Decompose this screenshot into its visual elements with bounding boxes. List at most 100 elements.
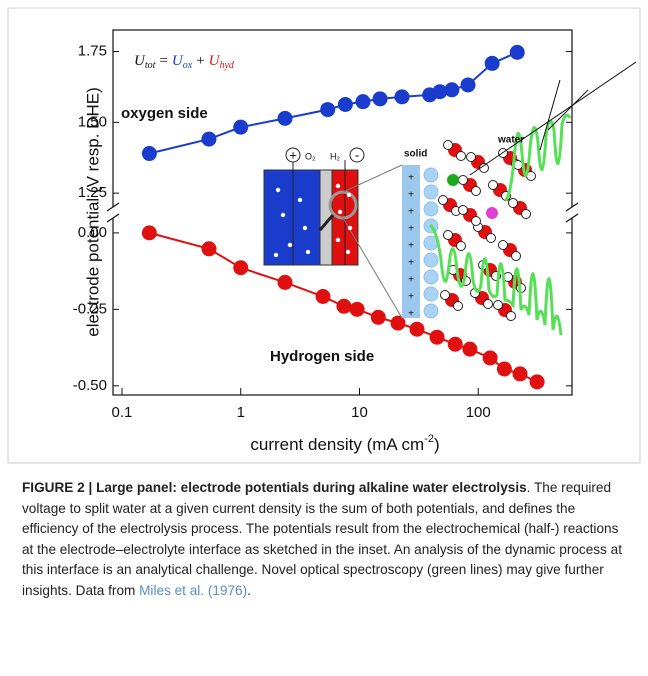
gas-label: O₂ (305, 151, 316, 161)
hydrogen-atom (458, 205, 468, 215)
hydrogen-atom (456, 241, 466, 251)
ray (547, 89, 589, 131)
data-point (394, 89, 410, 105)
data-point (484, 55, 500, 71)
caption-label: FIGURE 2 | (22, 480, 93, 495)
hydrogen-atom (506, 311, 516, 321)
magnifier-handle (318, 214, 335, 231)
axis-break-gap (568, 207, 576, 218)
data-point (201, 131, 217, 147)
y-tick-label: 1.50 (78, 113, 107, 130)
light-wave (428, 223, 563, 336)
hydrogen-atom (511, 251, 521, 261)
data-point (336, 298, 352, 314)
hydrogen-atom (471, 186, 481, 196)
anode-chamber (263, 169, 321, 266)
data-point (277, 274, 293, 290)
bubble (305, 249, 311, 255)
bubble (275, 187, 281, 193)
data-point (141, 225, 157, 241)
formula-ox: U (172, 53, 184, 69)
formula-hyd-sub: hyd (219, 60, 234, 71)
hydrogen-atom (508, 198, 518, 208)
data-point (409, 321, 425, 337)
data-point (337, 97, 353, 113)
x-tick-label: 1 (237, 404, 245, 421)
terminal-sign: - (355, 147, 359, 162)
bubble (346, 192, 352, 198)
series-label: Hydrogen side (270, 348, 374, 365)
x-tick-label: 100 (466, 404, 491, 421)
data-point (529, 374, 545, 390)
hydrogen-atom (456, 151, 466, 161)
zoom-line (342, 164, 403, 193)
x-axis-label-close: ) (434, 435, 440, 454)
data-point (141, 146, 157, 162)
data-point (370, 309, 386, 325)
figure-border (7, 7, 641, 464)
caption-body: . The required voltage to split water at… (22, 480, 622, 598)
x-axis-label-text: current density (mA cm (250, 435, 424, 454)
hydrogen-atom (466, 152, 476, 162)
charge: + (408, 241, 414, 252)
axis-break-gap (109, 207, 117, 218)
axis-break (565, 202, 579, 212)
y-axis-label: electrode potential (V resp. DHE) (83, 87, 102, 336)
light-wave (504, 113, 572, 202)
hydrogen-atom (458, 175, 468, 185)
hydrogen-atom (493, 300, 503, 310)
x-tick-label: 0.1 (112, 404, 133, 421)
hydrogen-atom (453, 301, 463, 311)
data-point (233, 260, 249, 276)
charge: + (408, 258, 414, 269)
data-point (512, 366, 528, 382)
bubble (345, 249, 351, 255)
charge: + (408, 275, 414, 286)
ray (539, 79, 561, 151)
bubble (335, 183, 341, 189)
data-point (460, 77, 476, 93)
caption: FIGURE 2 | Large panel: electrode potent… (22, 478, 628, 601)
caption-heading: Large panel: electrode potentials during… (96, 480, 527, 495)
data-point (429, 329, 445, 345)
terminal (285, 147, 301, 163)
ion (447, 174, 459, 186)
ion (423, 252, 439, 268)
hydrogen-atom (521, 209, 531, 219)
ion (423, 286, 439, 302)
y-tick-label: 1.25 (78, 184, 107, 201)
y-tick-label: -0.25 (73, 300, 107, 317)
series-label: oxygen side (121, 105, 208, 122)
caption-reference[interactable]: Miles et al. (1976) (139, 582, 248, 598)
terminal (349, 147, 365, 163)
data-point (509, 44, 525, 60)
x-axis-label: current density (mA cm-2) (250, 433, 439, 455)
data-point (444, 82, 460, 98)
ray (469, 61, 637, 176)
figure: electrode potential (V resp. DHE) curren… (7, 7, 641, 464)
caption-end: . (247, 582, 251, 598)
x-axis-label-sup: -2 (424, 433, 434, 445)
bubble (297, 197, 303, 203)
hydrogen-atom (498, 240, 508, 250)
hydrogen-atom (438, 195, 448, 205)
terminal-sign: + (289, 147, 297, 162)
charge: + (408, 207, 414, 218)
data-point (390, 315, 406, 331)
data-point (372, 91, 388, 107)
formula-lhs-sub: tot (145, 60, 156, 71)
inset: + - O₂ H₂ solid water + + + + + + + + + (263, 61, 637, 336)
bubble (302, 225, 308, 231)
data-point (233, 119, 249, 135)
data-point (482, 350, 498, 366)
bubble (280, 212, 286, 218)
axis-break (106, 213, 120, 223)
hydrogen-atom (483, 299, 493, 309)
axis-break (565, 213, 579, 223)
formula-ox-sub: ox (183, 60, 193, 71)
bubble (335, 237, 341, 243)
data-point (432, 84, 448, 100)
data-point (462, 341, 478, 357)
bubble (273, 252, 279, 258)
data-point (496, 361, 512, 377)
